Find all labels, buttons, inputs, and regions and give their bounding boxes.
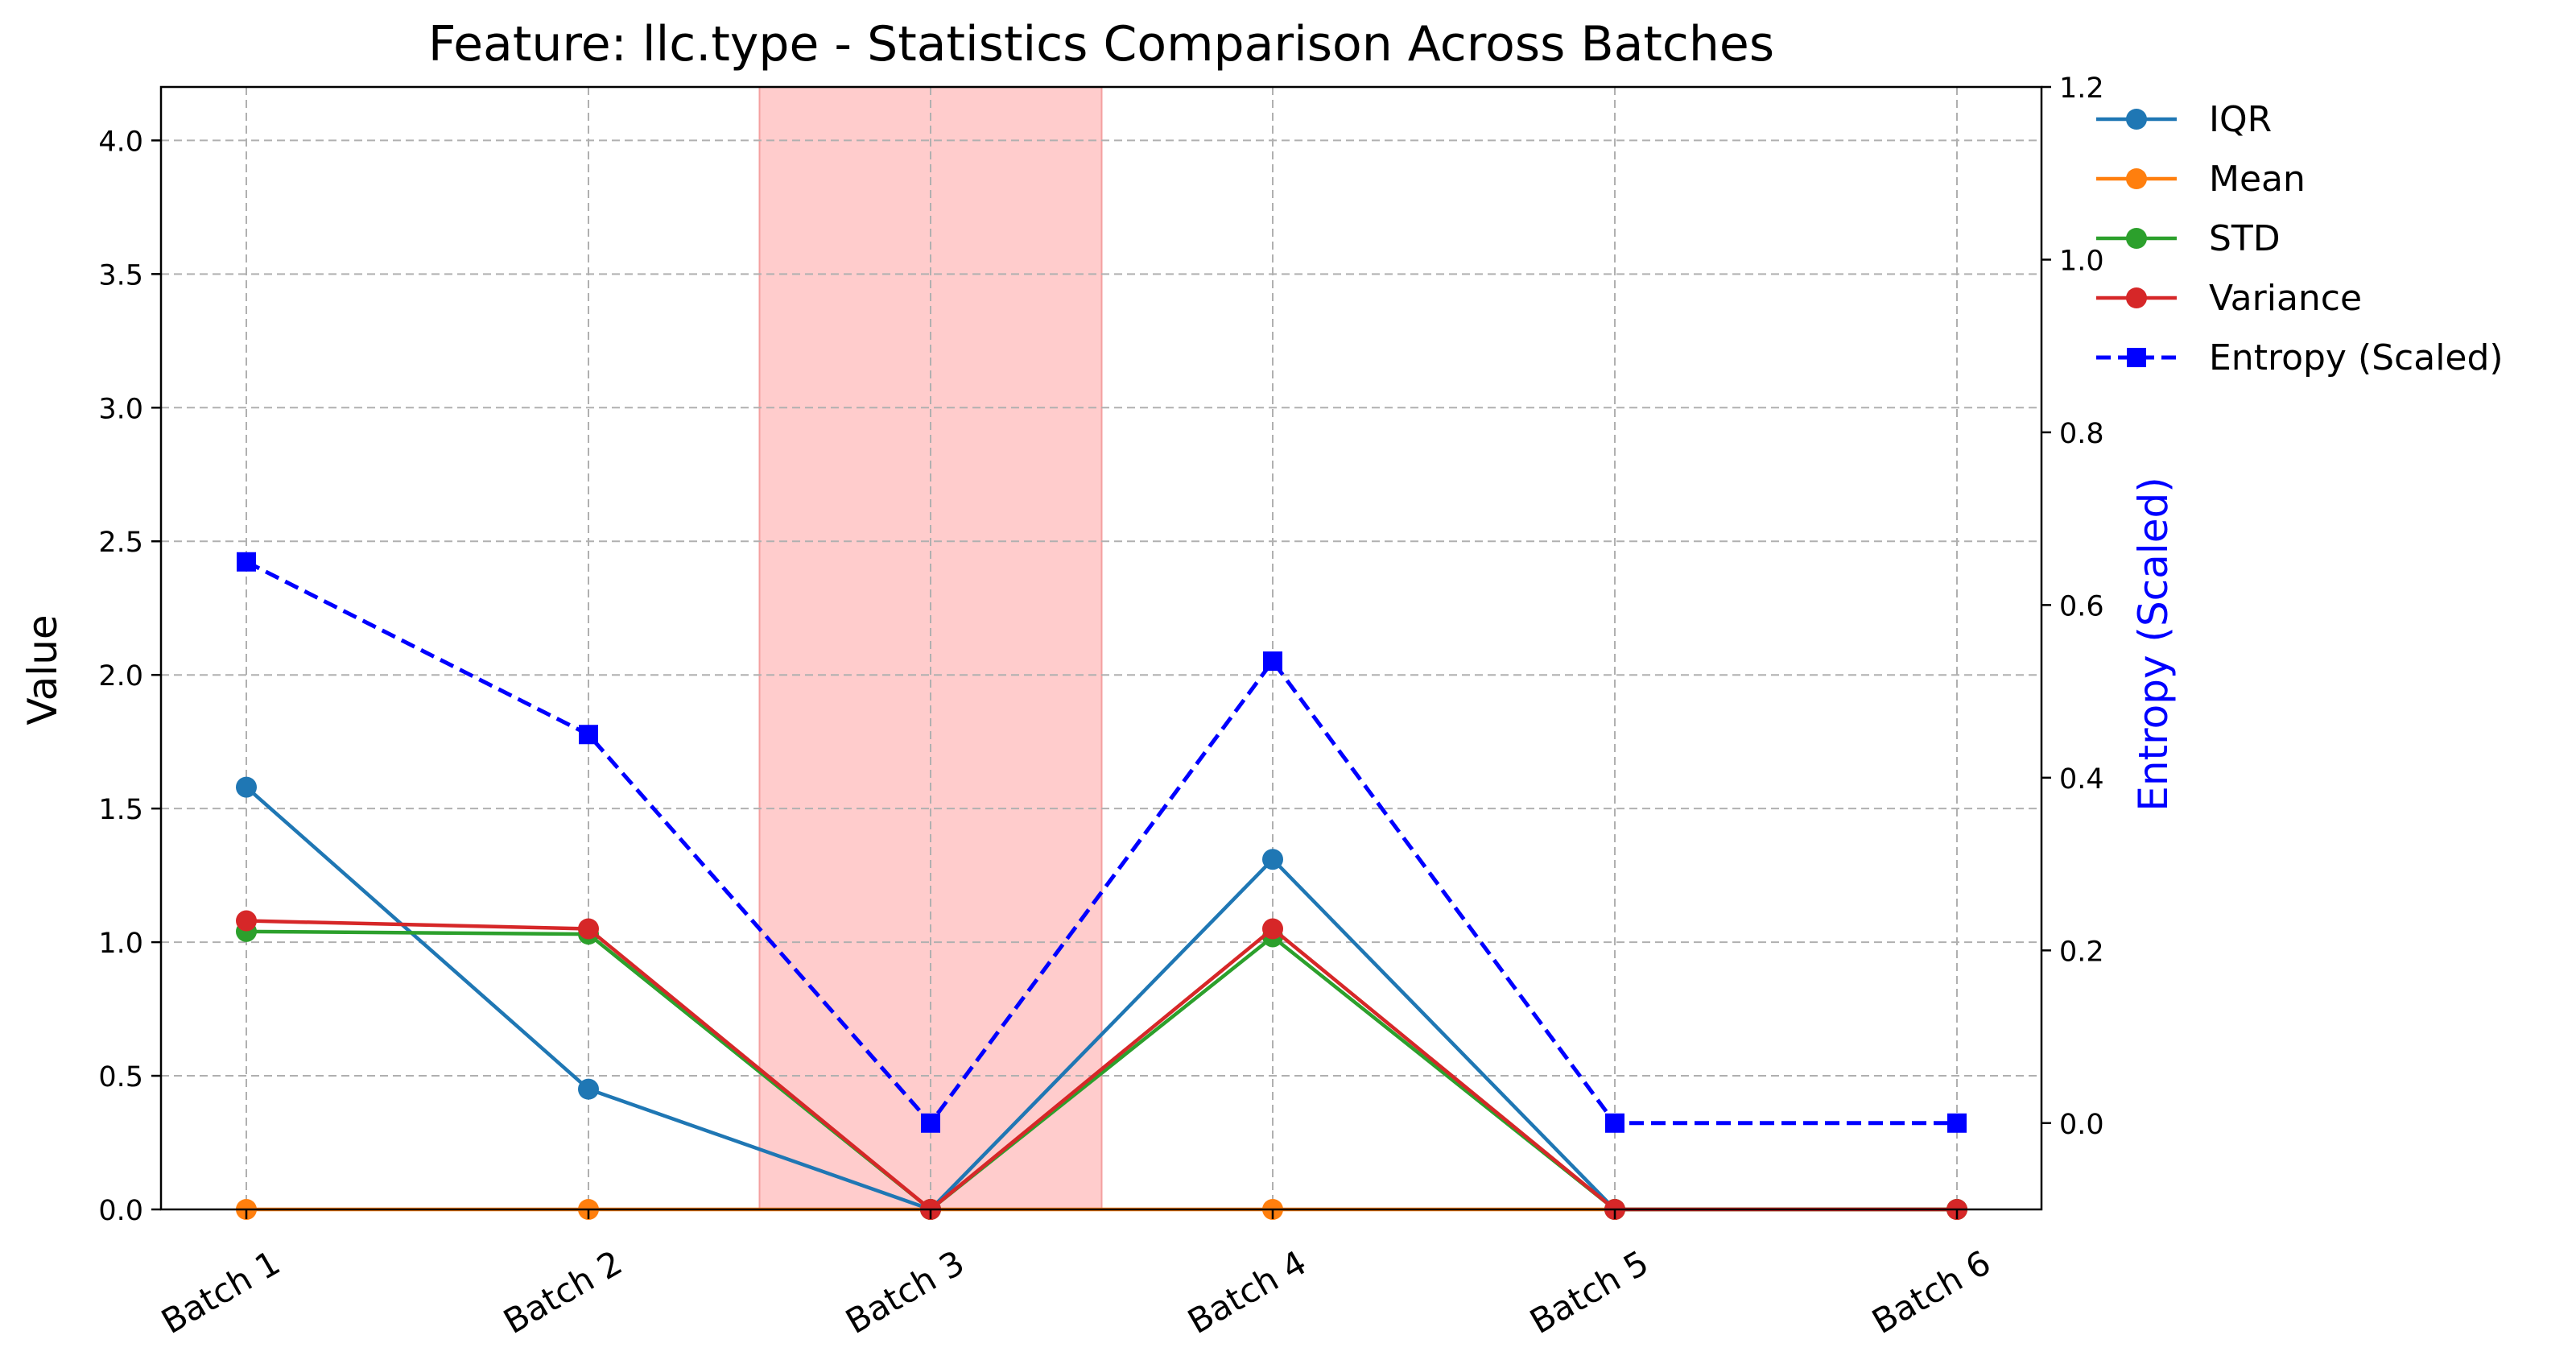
y2-tick-label: 0.6 xyxy=(2059,590,2104,622)
legend-label: Mean xyxy=(2209,159,2306,200)
data-point xyxy=(237,552,256,572)
legend-label: IQR xyxy=(2209,99,2272,140)
x-tick-label: Batch 3 xyxy=(839,1242,971,1341)
y-tick-label: 0.0 xyxy=(98,1195,143,1227)
data-point xyxy=(578,918,599,940)
legend-marker xyxy=(2126,287,2147,308)
legend-marker xyxy=(2126,109,2147,130)
chart-title: Feature: llc.type - Statistics Compariso… xyxy=(428,16,1774,72)
data-point xyxy=(236,776,257,798)
x-tick-label: Batch 5 xyxy=(1523,1242,1655,1341)
data-point xyxy=(1947,1113,1967,1133)
data-point xyxy=(1263,651,1282,672)
y2-tick-label: 0.2 xyxy=(2059,936,2104,968)
y-tick-label: 3.0 xyxy=(98,393,143,425)
y-tick-label: 1.5 xyxy=(98,794,143,826)
data-point xyxy=(1605,1113,1624,1133)
data-point xyxy=(579,725,598,745)
y-tick-label: 4.0 xyxy=(98,126,143,158)
x-tick-label: Batch 2 xyxy=(497,1242,629,1341)
x-tick-label: Batch 6 xyxy=(1865,1242,1997,1341)
x-tick-label: Batch 4 xyxy=(1181,1242,1313,1341)
legend-label: Entropy (Scaled) xyxy=(2209,337,2504,378)
y-tick-label: 0.5 xyxy=(98,1061,143,1093)
y2-tick-label: 0.4 xyxy=(2059,763,2104,796)
legend-label: Variance xyxy=(2209,278,2362,319)
data-point xyxy=(578,1078,599,1100)
y2-tick-label: 1.2 xyxy=(2059,72,2104,105)
legend-label: STD xyxy=(2209,218,2281,259)
y-tick-label: 3.5 xyxy=(98,259,143,291)
data-point xyxy=(236,910,257,932)
y-tick-label: 1.0 xyxy=(98,928,143,960)
y-tick-label: 2.5 xyxy=(98,527,143,559)
legend-marker xyxy=(2127,348,2146,367)
plot-frame xyxy=(159,85,2043,1211)
y2-tick-label: 1.0 xyxy=(2059,245,2104,277)
data-point xyxy=(1262,849,1283,870)
data-point xyxy=(1262,918,1283,940)
legend-marker xyxy=(2126,168,2147,189)
y2-tick-label: 0.8 xyxy=(2059,418,2104,450)
y-tick-label: 2.0 xyxy=(98,660,143,692)
y2-tick-label: 0.0 xyxy=(2059,1109,2104,1141)
y-axis-label: Value xyxy=(19,614,66,725)
legend: IQR Mean STD Variance Entropy (Scaled) xyxy=(2096,99,2504,378)
x-tick-label: Batch 1 xyxy=(155,1242,287,1341)
legend-marker xyxy=(2126,228,2147,249)
y2-axis-label: Entropy (Scaled) xyxy=(2130,477,2177,811)
data-point xyxy=(921,1113,940,1133)
